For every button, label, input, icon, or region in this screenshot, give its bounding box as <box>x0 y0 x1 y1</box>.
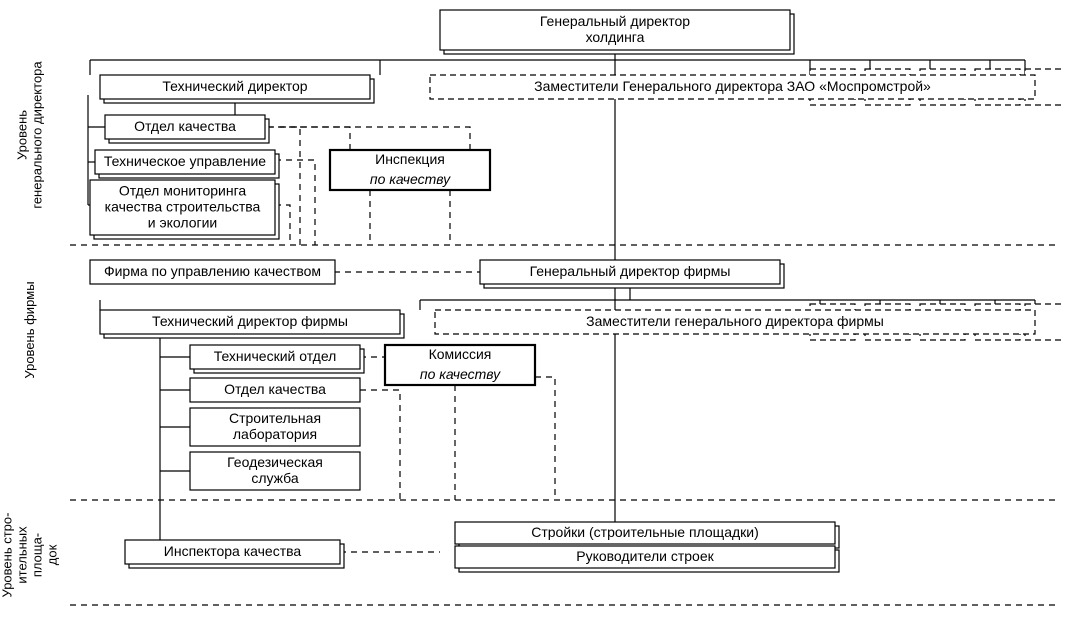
node-label: по качеству <box>370 171 451 187</box>
node-label: Техническое управление <box>104 153 266 169</box>
node-n2: Технический директор <box>100 75 374 103</box>
node-label: Фирма по управлению качеством <box>104 263 321 279</box>
node-label: Генеральный директор <box>540 13 690 29</box>
node-label: лаборатория <box>233 426 317 442</box>
node-label: Отдел качества <box>224 381 326 397</box>
node-n6: Отдел мониторингакачества строительстваи… <box>90 180 279 239</box>
node-n15: Строительнаялаборатория <box>190 408 360 446</box>
node-n10: Технический директор фирмы <box>100 310 404 338</box>
node-n19: Руководители строек <box>455 546 839 572</box>
node-n4: Отдел качества <box>105 115 269 143</box>
node-n9: Генеральный директор фирмы <box>480 260 784 288</box>
side-label-text: док <box>45 544 60 565</box>
node-label: Отдел качества <box>134 118 236 134</box>
node-label: и экологии <box>148 215 217 231</box>
node-n18: Стройки (строительные площадки) <box>455 522 839 548</box>
side-label-text: площа- <box>30 533 45 577</box>
node-n7b: по качеству <box>370 171 451 187</box>
node-label: Комиссия <box>429 346 492 362</box>
org-chart: Генеральный директорхолдинга Технический … <box>0 0 1065 619</box>
node-n1: Генеральный директорхолдинга <box>440 10 794 54</box>
side-label-text: генерального директора <box>30 61 45 209</box>
node-label: качества строительства <box>105 199 261 215</box>
side-label-text: ительных <box>15 526 30 584</box>
node-label: Заместители генерального директора фирмы <box>586 313 884 329</box>
node-n8: Фирма по управлению качеством <box>90 260 335 284</box>
node-label: Инспектора качества <box>164 543 302 559</box>
side-label-text: Уровень фирмы <box>22 281 37 378</box>
node-label: Инспекция <box>375 151 445 167</box>
side-label-text: Уровень стро- <box>0 513 15 598</box>
node-label: Генеральный директор фирмы <box>530 263 731 279</box>
node-label: Стройки (строительные площадки) <box>531 524 759 540</box>
node-label: Геодезическая <box>227 454 323 470</box>
node-label: холдинга <box>586 29 645 45</box>
node-label: Руководители строек <box>576 548 714 564</box>
node-label: Технический отдел <box>214 348 337 364</box>
node-label: по качеству <box>420 366 501 382</box>
node-n5: Техническое управление <box>95 150 279 178</box>
node-n14: Отдел качества <box>190 378 360 402</box>
side-label-text: Уровень <box>15 110 30 160</box>
node-label: служба <box>251 470 299 486</box>
node-label: Строительная <box>229 410 321 426</box>
node-n17: Инспектора качества <box>125 540 344 568</box>
node-label: Технический директор фирмы <box>152 313 348 329</box>
node-n16: Геодезическаяслужба <box>190 452 360 490</box>
side-label-sl2: Уровень фирмы <box>22 281 37 378</box>
node-label: Заместители Генерального директора ЗАО «… <box>534 78 931 94</box>
node-label: Технический директор <box>162 78 307 94</box>
node-label: Отдел мониторинга <box>119 183 247 199</box>
node-n13b: по качеству <box>420 366 501 382</box>
node-n12: Технический отдел <box>190 345 364 373</box>
